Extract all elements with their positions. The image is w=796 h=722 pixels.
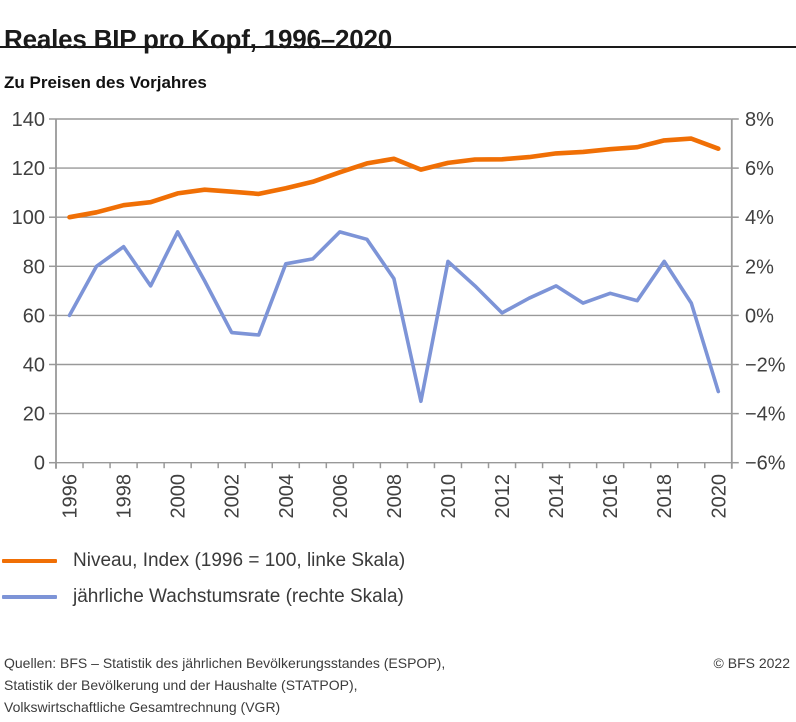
- y-axis-left-label: 80: [23, 256, 45, 278]
- x-axis-year-label: 1996: [60, 474, 82, 519]
- niveau-line: [67, 136, 721, 220]
- x-axis-year-label: 2006: [330, 474, 352, 519]
- x-axis-year-label: 2004: [276, 474, 298, 519]
- x-axis-year-label: 2000: [168, 474, 190, 519]
- x-axis-year-label: 1998: [114, 474, 136, 519]
- y-axis-left-label: 120: [12, 158, 45, 180]
- y-axis-right-label: −6%: [745, 453, 786, 475]
- x-axis-year-label: 2012: [492, 474, 514, 519]
- y-axis-left-label: 40: [23, 355, 45, 377]
- y-axis-right-label: 6%: [745, 158, 774, 180]
- y-axis-right-label: −4%: [745, 404, 786, 426]
- x-axis-year-label: 2008: [384, 474, 406, 519]
- y-axis-right-label: 8%: [745, 109, 774, 131]
- y-axis-left-label: 0: [34, 453, 45, 475]
- legend-label-wachstumsrate: jährliche Wachstumsrate (rechte Skala): [73, 586, 404, 607]
- source-line-1: Quellen: BFS – Statistik des jährlichen …: [4, 655, 446, 671]
- copyright-text: © BFS 2022: [713, 655, 790, 671]
- chart-legend: Niveau, Index (1996 = 100, linke Skala) …: [2, 543, 405, 615]
- sources-text: Quellen: BFS – Statistik des jährlichen …: [4, 652, 445, 718]
- y-axis-left-label: 60: [23, 305, 45, 327]
- x-axis-year-label: 2014: [546, 474, 568, 519]
- y-axis-left-label: 20: [23, 404, 45, 426]
- legend-item-niveau: Niveau, Index (1996 = 100, linke Skala): [2, 543, 405, 579]
- y-axis-left-label: 140: [12, 109, 45, 131]
- legend-label-niveau: Niveau, Index (1996 = 100, linke Skala): [73, 550, 406, 571]
- y-axis-right-label: 2%: [745, 256, 774, 278]
- x-axis-year-label: 2010: [438, 474, 460, 519]
- y-axis-right-label: −2%: [745, 355, 786, 377]
- y-axis-right-label: 4%: [745, 207, 774, 229]
- chart-subtitle: Zu Preisen des Vorjahres: [4, 73, 207, 92]
- x-axis-year-label: 2002: [222, 474, 244, 519]
- title-divider: [0, 46, 796, 48]
- page-title: Reales BIP pro Kopf, 1996–2020: [4, 24, 393, 55]
- wachstumsrate-line-swatch-icon: [2, 595, 57, 599]
- y-axis-right-label: 0%: [745, 305, 774, 327]
- source-line-2: Statistik der Bevölkerung und der Hausha…: [4, 677, 358, 693]
- legend-item-wachstumsrate: jährliche Wachstumsrate (rechte Skala): [2, 579, 405, 615]
- chart-footer: Quellen: BFS – Statistik des jährlichen …: [4, 652, 790, 718]
- x-axis-year-label: 2016: [600, 474, 622, 519]
- niveau-line-swatch-icon: [2, 559, 57, 563]
- x-axis-year-label: 2020: [708, 474, 730, 519]
- x-axis-year-label: 2018: [654, 474, 676, 519]
- wachstumsrate-line: [67, 230, 721, 404]
- y-axis-left-label: 100: [12, 207, 45, 229]
- gdp-per-capita-line-chart: 0 −6% 20 −4% 40 −2% 60 0% 80 2% 100 4% 120 6% 140 8% 199…: [12, 109, 786, 519]
- source-line-3: Volkswirtschaftliche Gesamtrechnung (VGR…: [4, 699, 281, 715]
